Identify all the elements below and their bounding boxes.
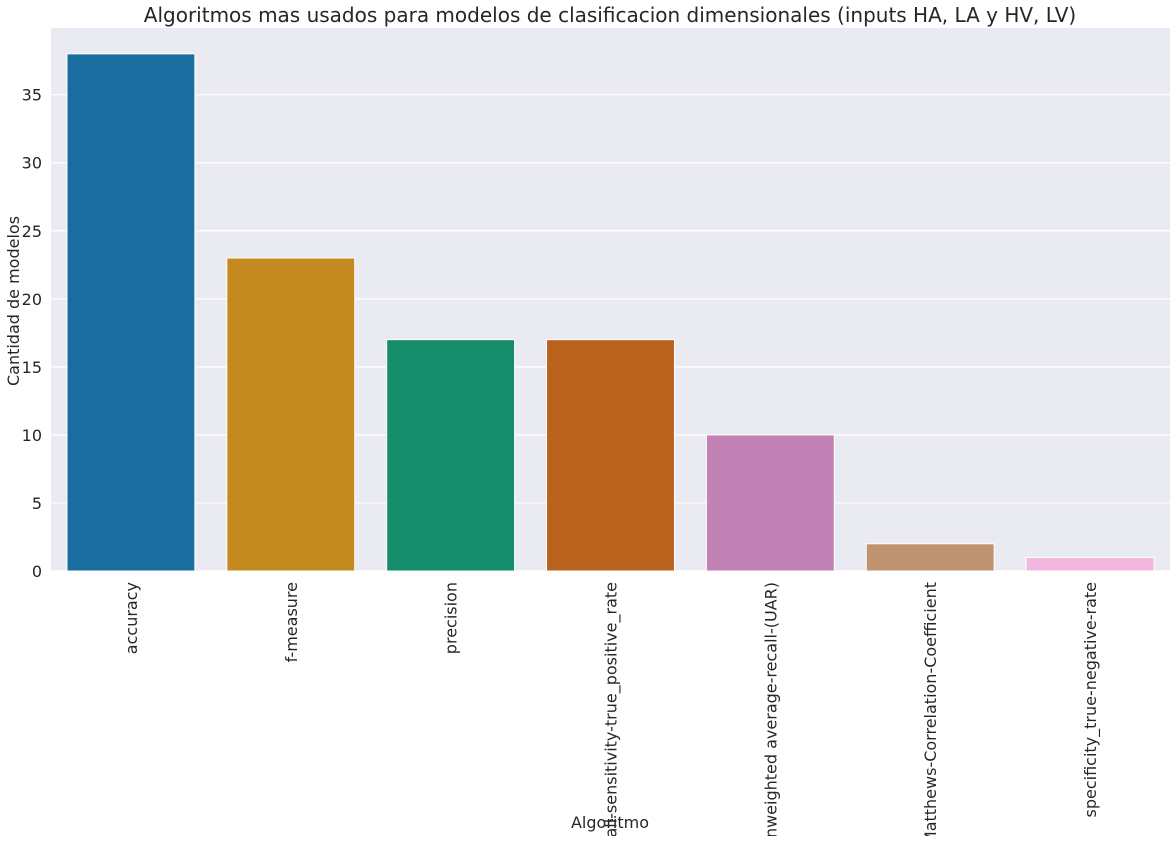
bars (66, 53, 1155, 572)
x-tick-label: specificity_true-negative-rate (1081, 582, 1101, 818)
chart-title: Algoritmos mas usados para modelos de cl… (144, 3, 1076, 27)
bar-precision (386, 339, 516, 572)
y-tick-label: 10 (22, 426, 42, 445)
y-tick-label: 25 (22, 222, 42, 241)
x-tick-label: precision (442, 582, 461, 654)
x-tick-label: f-measure (282, 582, 301, 662)
y-tick-label: 30 (22, 154, 42, 173)
bar-accuracy (66, 53, 196, 572)
bar-f-measure (226, 257, 356, 572)
y-tick-label: 15 (22, 358, 42, 377)
bar-recall-sensitivity-true-positive-rate (546, 339, 675, 572)
y-tick-label: 0 (32, 562, 42, 581)
x-tick-label: accuracy (122, 582, 141, 654)
x-axis-label: Algoritmo (571, 813, 649, 832)
y-axis-ticks: 0 5 10 15 20 25 30 35 (22, 86, 42, 581)
bar-matthews-correlation-coefficient (865, 543, 995, 572)
y-tick-label: 35 (22, 86, 42, 105)
y-tick-label: 20 (22, 290, 42, 309)
x-tick-label: Matthews-Correlation-Coefficient (921, 582, 940, 836)
x-tick-label: recall-sensitivity-true_positive_rate (602, 582, 622, 836)
y-tick-label: 5 (32, 494, 42, 513)
bar-specificity-true-negative-rate (1025, 556, 1155, 572)
x-tick-label: unweighted average-recall-(UAR) (761, 582, 780, 836)
x-axis-ticks: accuracy f-measure precision recall-sensiti… (122, 582, 1101, 841)
y-axis-label: Cantidad de modelos (4, 216, 23, 386)
bar-unweighted-average-recall-uar- (705, 434, 835, 572)
